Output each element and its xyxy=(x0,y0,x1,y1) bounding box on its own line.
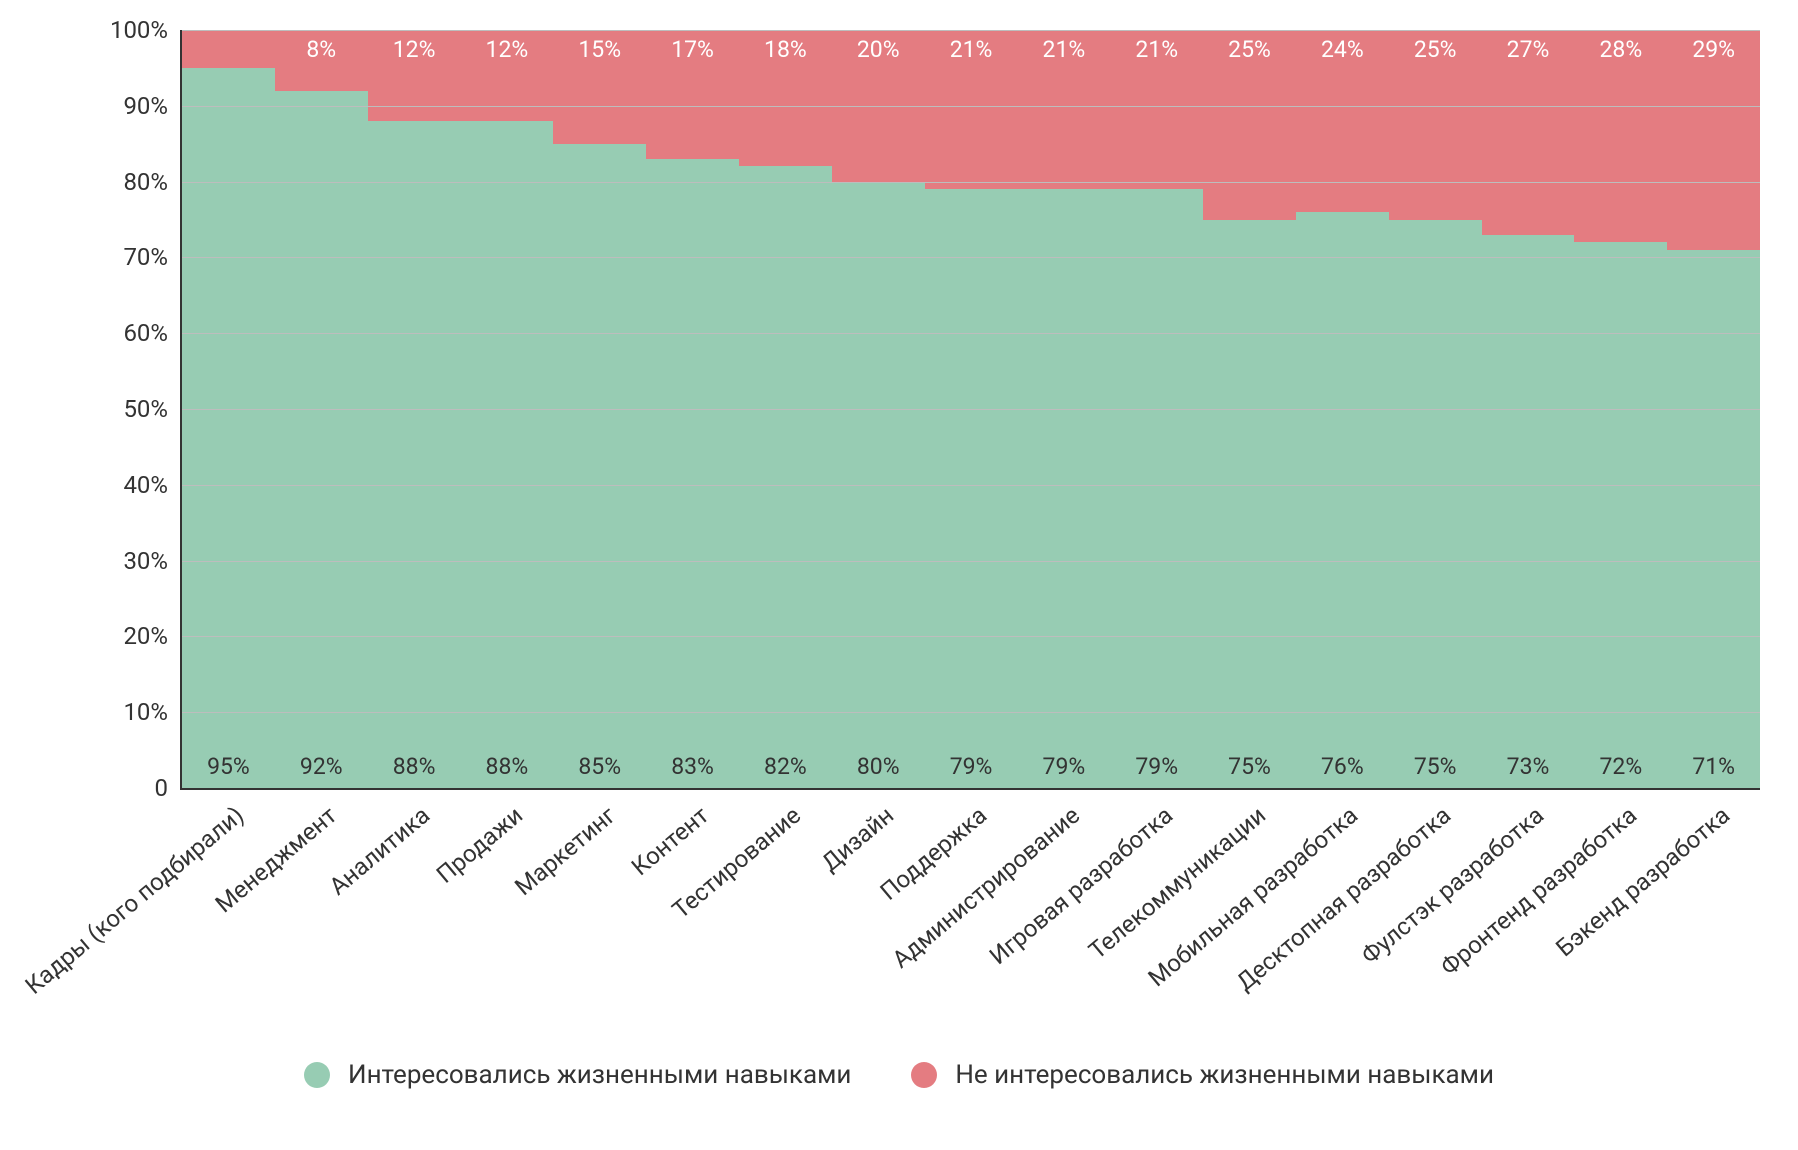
gridline xyxy=(182,561,1760,562)
bar-segment-interested xyxy=(1296,212,1389,788)
plot-area: 95%Кадры (кого подбирали)92%8%Менеджмент… xyxy=(180,30,1760,790)
data-label-interested: 79% xyxy=(925,753,1018,780)
gridline xyxy=(182,333,1760,334)
bar-segment-interested xyxy=(1203,220,1296,789)
data-label-interested: 76% xyxy=(1296,753,1389,780)
bar-segment-interested xyxy=(460,121,553,788)
gridline xyxy=(182,257,1760,258)
data-label-interested: 71% xyxy=(1667,753,1760,780)
bar-segment-interested xyxy=(553,144,646,788)
legend: Интересовались жизненными навыками Не инт… xyxy=(0,1060,1798,1090)
gridline xyxy=(182,106,1760,107)
bar-segment-interested xyxy=(1667,250,1760,788)
ytick-label: 10% xyxy=(123,698,182,726)
data-label-not-interested: 12% xyxy=(368,36,461,63)
legend-item: Интересовались жизненными навыками xyxy=(304,1060,851,1090)
bar-segment-interested xyxy=(739,166,832,788)
data-label-not-interested: 12% xyxy=(460,36,553,63)
data-label-interested: 88% xyxy=(368,753,461,780)
data-label-interested: 73% xyxy=(1482,753,1575,780)
ytick-label: 70% xyxy=(123,243,182,271)
ytick-label: 40% xyxy=(123,471,182,499)
data-label-interested: 88% xyxy=(460,753,553,780)
data-label-not-interested: 8% xyxy=(275,36,368,63)
ytick-label: 30% xyxy=(123,547,182,575)
legend-swatch xyxy=(304,1062,330,1088)
bar-segment-interested xyxy=(646,159,739,788)
bar-segment-interested xyxy=(1574,242,1667,788)
data-label-not-interested: 20% xyxy=(832,36,925,63)
bar-segment-interested xyxy=(368,121,461,788)
data-label-interested: 80% xyxy=(832,753,925,780)
legend-label: Не интересовались жизненными навыками xyxy=(955,1060,1494,1090)
data-label-not-interested: 21% xyxy=(925,36,1018,63)
data-label-not-interested: 21% xyxy=(1017,36,1110,63)
bar-segment-interested xyxy=(1482,235,1575,788)
data-label-not-interested: 24% xyxy=(1296,36,1389,63)
gridline xyxy=(182,636,1760,637)
data-label-interested: 75% xyxy=(1203,753,1296,780)
data-label-not-interested: 18% xyxy=(739,36,832,63)
ytick-label: 80% xyxy=(123,168,182,196)
gridline xyxy=(182,485,1760,486)
data-label-interested: 95% xyxy=(182,753,275,780)
stacked-bar-chart: 95%Кадры (кого подбирали)92%8%Менеджмент… xyxy=(0,0,1798,1150)
data-label-not-interested: 15% xyxy=(553,36,646,63)
gridline xyxy=(182,409,1760,410)
bar-segment-interested xyxy=(182,68,275,788)
ytick-label: 60% xyxy=(123,319,182,347)
gridline xyxy=(182,712,1760,713)
data-label-not-interested: 17% xyxy=(646,36,739,63)
legend-item: Не интересовались жизненными навыками xyxy=(911,1060,1494,1090)
data-label-interested: 83% xyxy=(646,753,739,780)
ytick-label: 0 xyxy=(155,774,183,802)
bar-segment-interested xyxy=(275,91,368,788)
data-label-interested: 79% xyxy=(1110,753,1203,780)
data-label-not-interested: 28% xyxy=(1574,36,1667,63)
ytick-label: 90% xyxy=(123,92,182,120)
data-label-interested: 79% xyxy=(1017,753,1110,780)
data-label-interested: 85% xyxy=(553,753,646,780)
bar-segment-interested xyxy=(925,189,1018,788)
data-label-not-interested: 25% xyxy=(1203,36,1296,63)
data-label-not-interested: 27% xyxy=(1482,36,1575,63)
ytick-label: 20% xyxy=(123,622,182,650)
ytick-label: 50% xyxy=(123,395,182,423)
bar-segment-interested xyxy=(1389,220,1482,789)
data-label-interested: 92% xyxy=(275,753,368,780)
data-label-interested: 82% xyxy=(739,753,832,780)
data-label-interested: 72% xyxy=(1574,753,1667,780)
data-label-not-interested: 21% xyxy=(1110,36,1203,63)
data-label-not-interested: 29% xyxy=(1667,36,1760,63)
gridline xyxy=(182,182,1760,183)
gridline xyxy=(182,30,1760,31)
bar-segment-not-interested xyxy=(182,30,275,68)
bar-segment-interested xyxy=(1017,189,1110,788)
legend-swatch xyxy=(911,1062,937,1088)
data-label-not-interested: 25% xyxy=(1389,36,1482,63)
data-label-interested: 75% xyxy=(1389,753,1482,780)
ytick-label: 100% xyxy=(110,16,182,44)
bar-segment-interested xyxy=(1110,189,1203,788)
legend-label: Интересовались жизненными навыками xyxy=(348,1060,851,1090)
